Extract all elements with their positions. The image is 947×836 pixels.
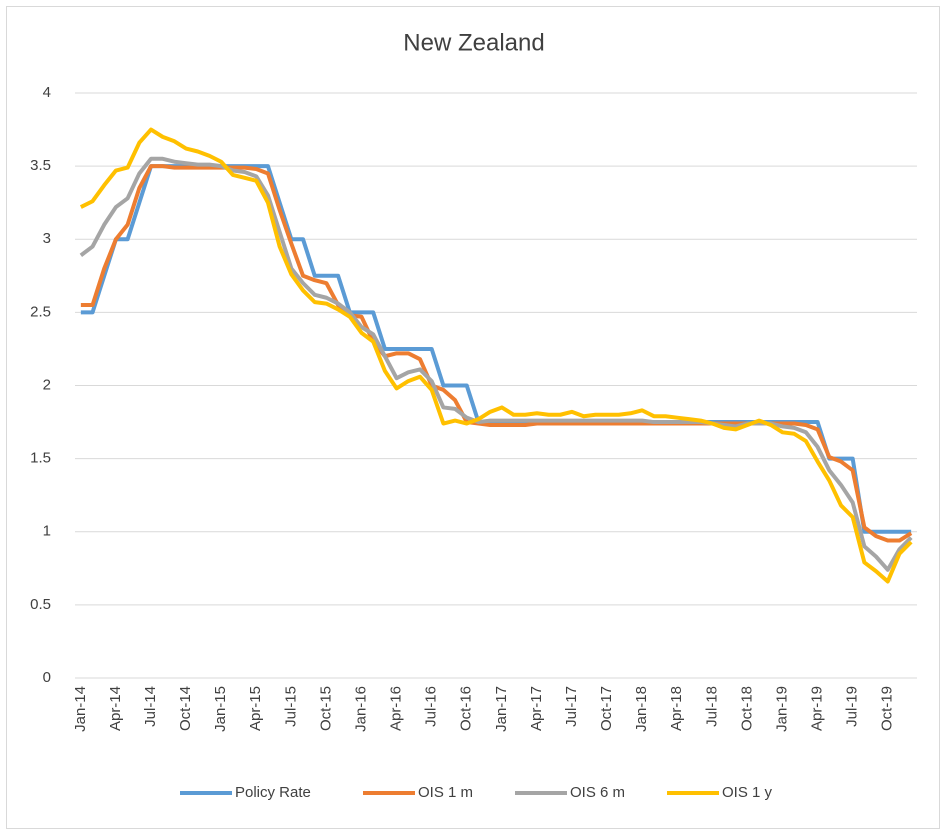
- y-tick-label: 0: [43, 669, 51, 686]
- x-tick-label: Apr-14: [107, 686, 124, 731]
- x-tick-label: Jan-19: [773, 686, 790, 732]
- y-tick-label: 4: [43, 84, 51, 101]
- y-tick-label: 1.5: [30, 450, 51, 467]
- x-tick-label: Jul-17: [563, 686, 580, 727]
- legend-label: OIS 6 m: [570, 784, 625, 801]
- x-tick-label: Oct-17: [598, 686, 615, 731]
- x-tick-label: Jul-15: [282, 686, 299, 727]
- x-tick-label: Apr-15: [247, 686, 264, 731]
- x-tick-label: Jan-18: [633, 686, 650, 732]
- y-tick-label: 1: [43, 523, 51, 540]
- x-tick-label: Oct-14: [177, 686, 194, 731]
- x-tick-label: Apr-19: [809, 686, 826, 731]
- series-line: [79, 127, 913, 584]
- x-tick-label: Jul-19: [844, 686, 861, 727]
- x-tick-label: Jan-16: [352, 686, 369, 732]
- y-tick-label: 2: [43, 376, 51, 393]
- y-tick-label: 3.5: [30, 157, 51, 174]
- y-tick-label: 0.5: [30, 596, 51, 613]
- chart-frame: [6, 6, 940, 829]
- legend-label: OIS 1 y: [722, 784, 773, 801]
- x-tick-label: Oct-19: [879, 686, 896, 731]
- x-tick-label: Jan-17: [493, 686, 510, 732]
- x-tick-label: Oct-18: [738, 686, 755, 731]
- x-tick-label: Apr-16: [388, 686, 405, 731]
- legend-label: Policy Rate: [235, 784, 311, 801]
- x-tick-label: Jan-15: [212, 686, 229, 732]
- x-tick-label: Jul-18: [703, 686, 720, 727]
- x-tick-label: Apr-18: [668, 686, 685, 731]
- y-tick-label: 2.5: [30, 303, 51, 320]
- y-tick-label: 3: [43, 230, 51, 247]
- x-tick-label: Apr-17: [528, 686, 545, 731]
- x-tick-label: Oct-16: [458, 686, 475, 731]
- x-tick-label: Oct-15: [317, 686, 334, 731]
- chart-title: New Zealand: [403, 29, 544, 56]
- x-tick-label: Jul-14: [142, 686, 159, 727]
- legend-label: OIS 1 m: [418, 784, 473, 801]
- x-tick-label: Jan-14: [72, 686, 89, 732]
- x-tick-label: Jul-16: [423, 686, 440, 727]
